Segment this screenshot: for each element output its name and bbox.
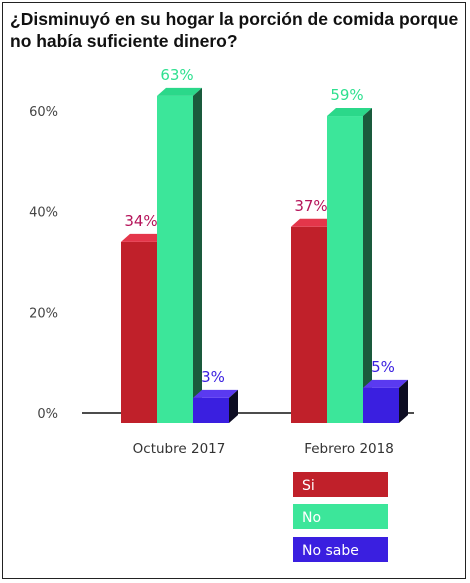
bar-side-face [399,379,408,423]
legend-label: Si [302,478,315,494]
data-label: 37% [294,197,327,215]
bar-top-face [121,233,166,242]
bar-no-sabe [193,397,229,423]
data-label: 34% [124,212,157,230]
legend-swatch-si [293,472,388,497]
bar-top-face [193,389,238,398]
bar-no [157,95,193,424]
bar-si [121,241,157,423]
bar-top-face [363,379,408,388]
bar-si [291,226,327,423]
x-tick-label: Febrero 2018 [304,441,394,457]
bar-side-face [363,108,372,424]
y-tick-label: 60% [29,105,58,120]
data-label: 59% [330,86,363,104]
bar-no [327,116,363,424]
bar-top-face [291,218,336,227]
bar-top-face [157,87,202,96]
data-label: 5% [371,358,395,376]
data-label: 3% [201,368,225,386]
bar-side-face [193,87,202,424]
legend-label: No sabe [302,543,359,559]
data-label: 63% [160,66,193,84]
legend-swatch-no-sabe [293,537,388,562]
bar-side-face [229,389,238,423]
chart-title: ¿Disminuyó en su hogar la porción de com… [10,9,459,51]
y-tick-label: 0% [37,407,58,422]
bar-no-sabe [363,387,399,423]
chart-frame [2,2,466,579]
y-tick-label: 40% [29,206,58,221]
x-tick-label: Octubre 2017 [133,441,226,457]
y-tick-label: 20% [29,306,58,321]
legend-label: No [302,510,321,526]
legend-swatch-no [293,504,388,529]
bar-top-face [327,108,372,117]
